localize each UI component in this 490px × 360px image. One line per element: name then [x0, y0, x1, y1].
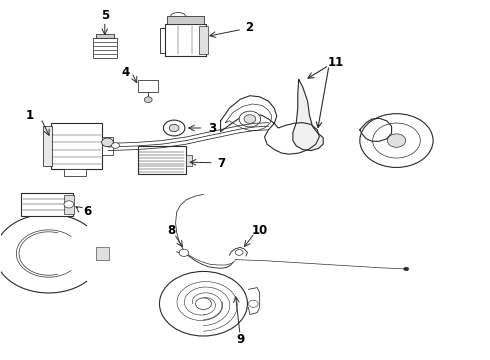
- Polygon shape: [293, 80, 323, 150]
- Text: 10: 10: [251, 224, 268, 237]
- Bar: [96, 34, 114, 39]
- Text: 6: 6: [83, 205, 92, 218]
- Bar: [51, 123, 102, 169]
- Bar: [165, 24, 206, 56]
- Text: 7: 7: [218, 157, 225, 170]
- Circle shape: [248, 300, 258, 307]
- Circle shape: [179, 249, 189, 256]
- Circle shape: [404, 267, 409, 271]
- Text: 2: 2: [245, 21, 253, 34]
- Circle shape: [196, 298, 211, 310]
- Bar: [43, 126, 52, 166]
- Bar: [167, 16, 204, 24]
- Bar: [138, 146, 186, 174]
- Text: 3: 3: [208, 122, 216, 135]
- Text: 8: 8: [168, 224, 176, 237]
- Circle shape: [387, 134, 406, 147]
- Circle shape: [239, 111, 261, 127]
- Text: 4: 4: [121, 66, 129, 79]
- Circle shape: [64, 201, 74, 208]
- Bar: [22, 193, 73, 216]
- Bar: [64, 168, 86, 176]
- Circle shape: [235, 249, 243, 255]
- Text: 11: 11: [327, 56, 343, 69]
- Text: 1: 1: [26, 109, 34, 122]
- Text: 9: 9: [236, 333, 244, 346]
- Circle shape: [244, 115, 256, 123]
- Text: 5: 5: [100, 9, 109, 22]
- Bar: [199, 26, 208, 54]
- Circle shape: [159, 271, 247, 336]
- Bar: [139, 80, 158, 93]
- Circle shape: [145, 97, 152, 103]
- Circle shape: [112, 143, 120, 148]
- Bar: [93, 39, 117, 58]
- Bar: [102, 137, 113, 155]
- Circle shape: [163, 120, 185, 136]
- Circle shape: [169, 125, 179, 132]
- Bar: [186, 155, 192, 166]
- Bar: [97, 247, 109, 260]
- Circle shape: [360, 114, 433, 167]
- Circle shape: [101, 138, 113, 147]
- Circle shape: [373, 123, 420, 158]
- Bar: [64, 195, 74, 214]
